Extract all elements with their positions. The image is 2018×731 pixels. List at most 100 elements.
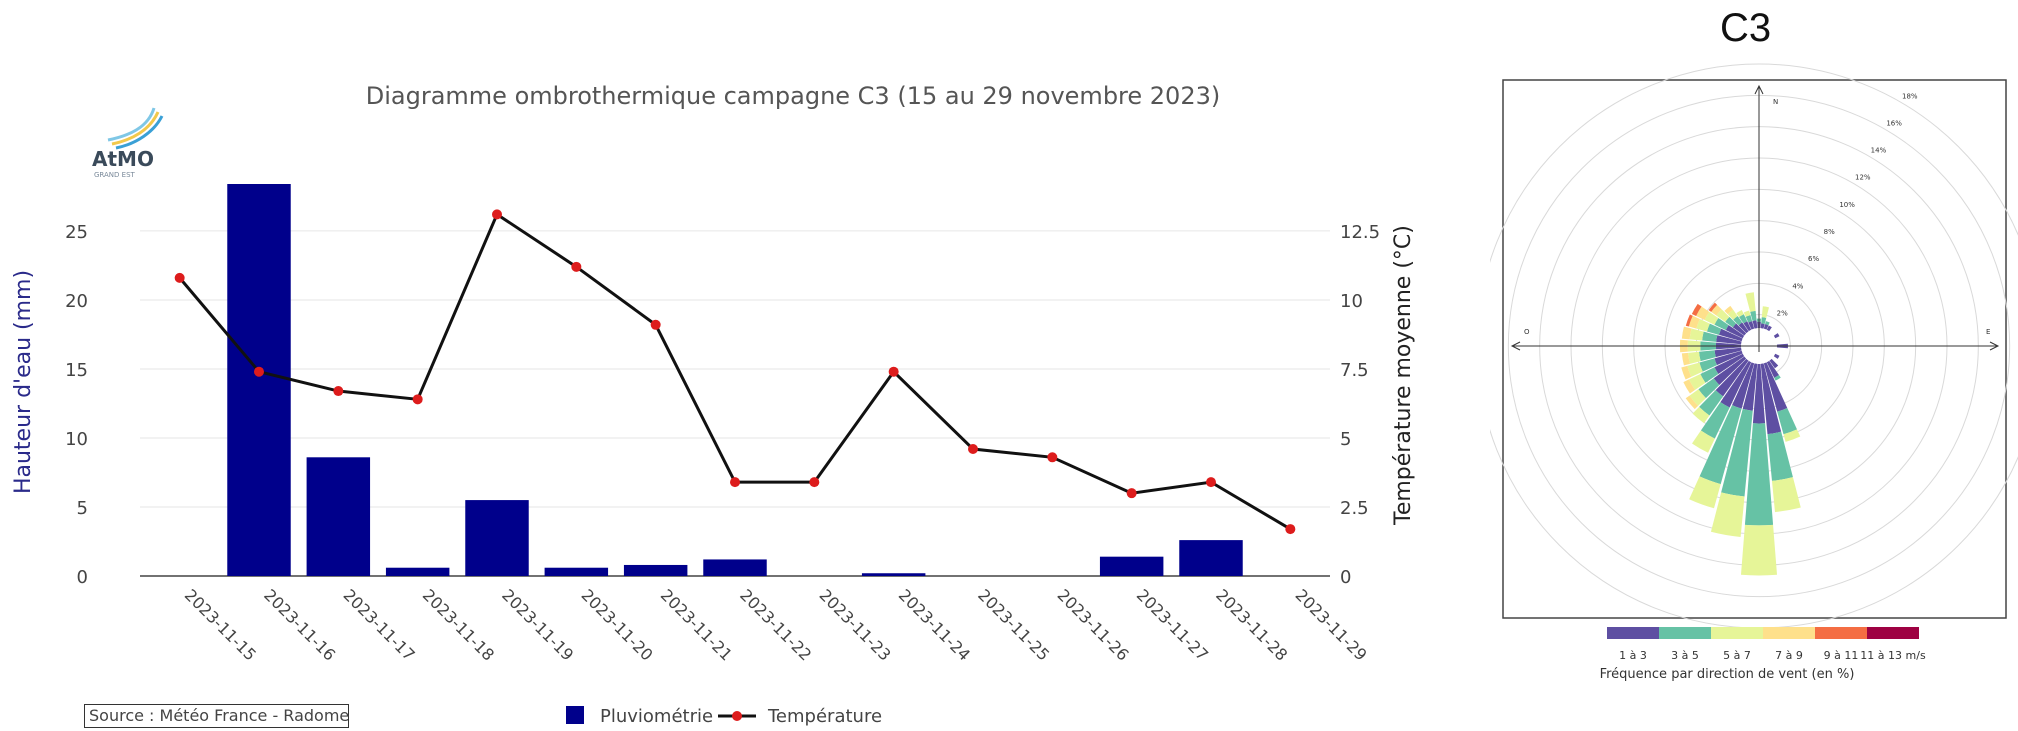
- wind-sector-segment: [1740, 524, 1778, 576]
- x-tick-label: 2023-11-23: [816, 585, 895, 664]
- wind-sector-segment: [1774, 375, 1781, 381]
- y-right-tick-label: 12.5: [1340, 222, 1380, 243]
- x-tick-label: 2023-11-24: [895, 585, 974, 664]
- x-tick-label: 2023-11-19: [498, 585, 577, 664]
- temperature-point: [1285, 524, 1296, 535]
- wind-sector-segment: [1773, 333, 1780, 339]
- wind-sector-segment: [1761, 317, 1767, 325]
- wind-sector-segment: [1699, 358, 1717, 372]
- y-right-tick-label: 2.5: [1340, 498, 1369, 519]
- wind-sector-segment: [1696, 319, 1710, 332]
- y-axis-label-right: Température moyenne (°C): [1391, 225, 1416, 526]
- wind-sector-segment: [1733, 316, 1743, 326]
- x-tick-label: 2023-11-29: [1292, 585, 1371, 664]
- wind-sector-segment: [1745, 315, 1753, 323]
- wind-sector-segment: [1742, 363, 1758, 411]
- wind-sector-segment: [1724, 305, 1734, 315]
- y-right-tick-label: 5: [1340, 429, 1351, 450]
- speed-legend-swatch: [1711, 627, 1763, 639]
- temperature-point: [333, 386, 344, 397]
- y-axis-right-ticks: 0 2.5 5 7.5 10 12.5: [1340, 222, 1380, 588]
- temperature-point: [730, 477, 740, 488]
- y-axis-left-ticks: 0 5 10 15 20 25: [65, 222, 88, 588]
- wind-sector-segment: [1714, 318, 1729, 331]
- wind-sector-segment: [1716, 309, 1730, 322]
- wind-sector-segment: [1783, 429, 1801, 442]
- wind-sector-segment: [1716, 335, 1742, 345]
- wind-sector-segment: [1773, 353, 1780, 359]
- speed-legend-swatch: [1659, 627, 1711, 639]
- wind-sector-segment: [1750, 310, 1757, 321]
- wind-sector-segment: [1710, 492, 1745, 538]
- wind-sector-segment: [1700, 367, 1719, 383]
- wind-sector-segment: [1692, 430, 1715, 453]
- speed-legend-swatch: [1763, 627, 1815, 639]
- wind-sector-segment: [1745, 292, 1756, 312]
- radial-tick-label: 16%: [1886, 119, 1902, 127]
- temperature-point: [412, 394, 423, 405]
- x-tick-label: 2023-11-18: [419, 585, 498, 664]
- temperature-point: [174, 272, 185, 283]
- bar: [1099, 556, 1164, 576]
- wind-sector-segment: [1714, 350, 1743, 366]
- x-tick-label: 2023-11-17: [340, 585, 419, 664]
- speed-legend-label: 7 à 9: [1775, 649, 1803, 662]
- wind-sector-segment: [1732, 362, 1755, 409]
- wind-sector-segment: [1713, 356, 1747, 385]
- temperature-point: [650, 319, 661, 330]
- wind-sector-segment: [1685, 314, 1693, 327]
- bar: [544, 567, 609, 576]
- radial-tick-label: 18%: [1902, 92, 1918, 100]
- wind-sector-segment: [1739, 314, 1748, 324]
- wind-rose-title: C3: [1720, 6, 1772, 50]
- wind-sector-segment: [1706, 323, 1722, 335]
- wind-sector-segment: [1721, 408, 1753, 497]
- wind-sector-segment: [1725, 316, 1737, 328]
- arrow-west-icon: [1510, 341, 1521, 351]
- wind-sector-segment: [1714, 347, 1742, 358]
- temperature-point: [254, 366, 264, 377]
- temperature-point: [571, 261, 582, 272]
- speed-legend-label: 1 à 3: [1619, 649, 1647, 662]
- temperature-point: [1206, 477, 1216, 488]
- wind-sector-segment: [1688, 351, 1701, 364]
- y-tick-label: 5: [77, 498, 88, 519]
- direction-label: O: [1524, 328, 1530, 336]
- bar: [703, 559, 767, 576]
- x-axis-ticks: 2023-11-15 2023-11-16 2023-11-17 2023-11-18…: [181, 585, 1371, 664]
- wind-sector-segment: [1720, 360, 1752, 408]
- direction-axes: N E O: [1510, 84, 2000, 352]
- temperature-point: [888, 366, 899, 377]
- atmo-logo: AtMO GRAND EST: [92, 107, 164, 179]
- wind-sector-segment: [1743, 310, 1751, 317]
- bar: [227, 184, 291, 576]
- radial-tick-label: 2%: [1777, 309, 1788, 317]
- wind-sector-segment: [1681, 352, 1691, 366]
- wind-sector-segment: [1761, 306, 1769, 318]
- wind-sector-segment: [1736, 309, 1744, 317]
- x-tick-label: 2023-11-16: [260, 585, 339, 664]
- wind-sector-segment: [1771, 477, 1801, 513]
- direction-label: E: [1986, 328, 1990, 336]
- wind-sector-segment: [1760, 323, 1765, 329]
- wind-sector-segment: [1725, 325, 1745, 339]
- wind-sector-segment: [1738, 322, 1749, 334]
- wind-sector-segment: [1704, 311, 1719, 325]
- wind-sector-segment: [1683, 379, 1696, 394]
- temperature-point: [1126, 488, 1137, 499]
- temperature-point: [492, 209, 502, 220]
- bar: [1179, 540, 1243, 576]
- wind-sector-segment: [1711, 304, 1722, 316]
- wind-sector-segment: [1732, 323, 1747, 336]
- speed-legend-label: 5 à 7: [1723, 649, 1751, 662]
- arrow-north-icon: [1754, 84, 1764, 95]
- radial-tick-label: 14%: [1871, 147, 1887, 155]
- speed-legend-label: 11 à 13 m/s: [1860, 649, 1926, 662]
- wind-sector-segment: [1689, 476, 1721, 509]
- wind-sector-segment: [1687, 362, 1703, 377]
- wind-sector-segment: [1689, 389, 1706, 406]
- radial-tick-label: 6%: [1808, 255, 1819, 263]
- wind-sector-segment: [1769, 358, 1779, 369]
- speed-legend-swatch: [1867, 627, 1919, 639]
- wind-rose-chart: 2% 4% 6% 8% 10% 12% 14% 16% 18% N E O 1 à 3 3 à 5 5 …: [1490, 63, 2018, 682]
